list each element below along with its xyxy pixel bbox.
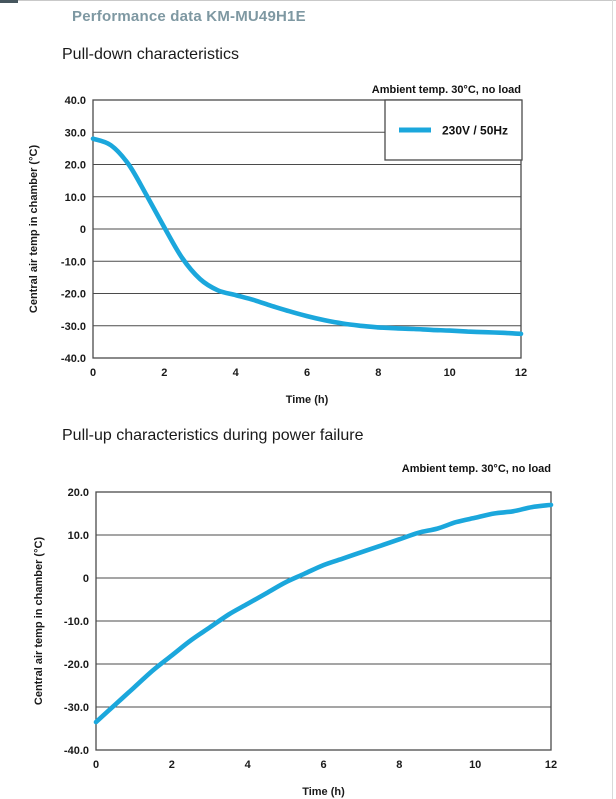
x-tick-label: 6 bbox=[304, 367, 310, 379]
data-curve bbox=[93, 502, 554, 725]
x-tick-label: 10 bbox=[444, 367, 456, 379]
x-tick-label: 8 bbox=[396, 759, 402, 771]
y-tick-label: -20.0 bbox=[61, 289, 86, 301]
pull-down-chart-title: Pull-down characteristics bbox=[62, 46, 239, 63]
y-axis-title: Central air temp in chamber (°C) bbox=[33, 537, 45, 706]
top-border-accent bbox=[0, 0, 18, 3]
x-tick-label: 2 bbox=[161, 367, 167, 379]
y-tick-label: 20.0 bbox=[65, 160, 86, 172]
y-tick-label: -10.0 bbox=[61, 256, 86, 268]
y-tick-label: -10.0 bbox=[64, 616, 89, 628]
plot-border bbox=[92, 99, 522, 359]
x-tick-label: 10 bbox=[469, 759, 481, 771]
x-tick-label: 4 bbox=[233, 367, 240, 379]
legend-label: 230V / 50Hz bbox=[442, 124, 508, 138]
top-border bbox=[0, 0, 616, 1]
x-tick-label: 8 bbox=[375, 367, 381, 379]
plot-border bbox=[95, 491, 552, 751]
x-tick-label: 12 bbox=[515, 367, 527, 379]
y-tick-label: 10.0 bbox=[68, 530, 89, 542]
pull-up-chart: 20.0 10.0 0 -10.0 -20.0 -30.0 -40.0 0 2 4 6 8 10 12 Ti… bbox=[33, 463, 557, 798]
y-tick-label: -20.0 bbox=[64, 659, 89, 671]
pull-up-chart-title: Pull-up characteristics during power fai… bbox=[62, 427, 364, 444]
x-axis-title: Time (h) bbox=[302, 786, 345, 798]
right-border bbox=[612, 0, 613, 799]
y-tick-label: -40.0 bbox=[64, 745, 89, 757]
x-tick-label: 2 bbox=[169, 759, 175, 771]
data-curve bbox=[90, 136, 524, 337]
y-tick-label: -30.0 bbox=[64, 702, 89, 714]
x-tick-label: 0 bbox=[93, 759, 99, 771]
y-tick-label: 20.0 bbox=[68, 487, 89, 499]
x-tick-label: 6 bbox=[320, 759, 326, 771]
ambient-conditions-note: Ambient temp. 30°C, no load bbox=[372, 84, 521, 96]
x-tick-label: 0 bbox=[90, 367, 96, 379]
x-tick-label: 4 bbox=[245, 759, 252, 771]
y-tick-label: -30.0 bbox=[61, 321, 86, 333]
y-tick-label: 10.0 bbox=[65, 192, 86, 204]
page-title: Performance data KM-MU49H1E bbox=[72, 8, 306, 25]
y-axis-title: Central air temp in chamber (°C) bbox=[28, 145, 40, 314]
y-tick-label: 40.0 bbox=[65, 95, 86, 107]
y-tick-label: 30.0 bbox=[65, 127, 86, 139]
x-axis-title: Time (h) bbox=[286, 394, 329, 406]
x-tick-label: 12 bbox=[545, 759, 557, 771]
ambient-conditions-note: Ambient temp. 30°C, no load bbox=[402, 463, 551, 475]
pull-down-chart: 40.0 30.0 20.0 10.0 0 -10.0 -20.0 -30.0 -40.0 0 2 4… bbox=[28, 84, 527, 406]
y-tick-label: 0 bbox=[83, 573, 89, 585]
y-tick-label: -40.0 bbox=[61, 353, 86, 365]
y-tick-label: 0 bbox=[80, 224, 86, 236]
